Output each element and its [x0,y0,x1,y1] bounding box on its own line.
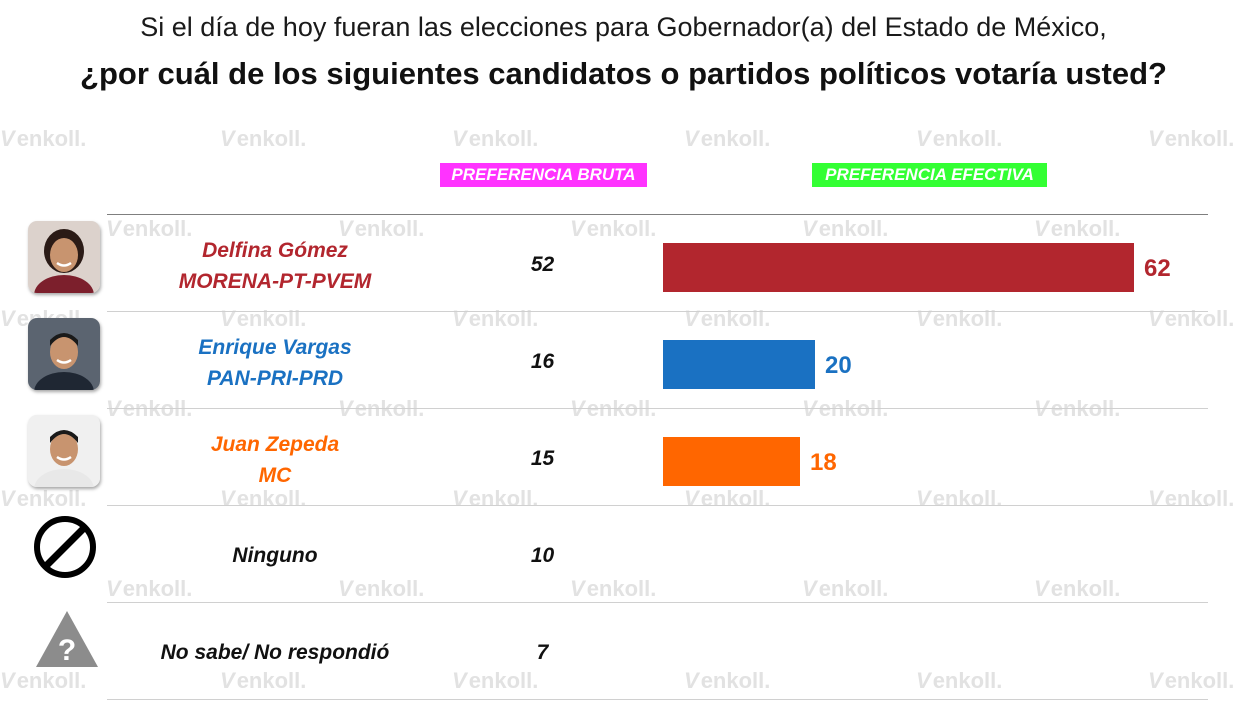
candidate-label: Enrique Vargas PAN-PRI-PRD [110,332,440,394]
watermark-enkoll: Venkoll. [0,126,86,152]
table-row: Ninguno 10 [0,506,1247,603]
row-separator [107,311,1208,312]
candidate-label: Ninguno [110,540,440,571]
enkoll-logo-mark: V [0,126,15,151]
row-separator [107,505,1208,506]
watermark-text: enkoll. [468,126,539,151]
bruta-value: 52 [530,253,555,276]
candidate-name: No sabe/ No respondió [160,641,390,664]
watermark-text: enkoll. [932,126,1003,151]
enkoll-logo-mark: V [916,126,931,151]
watermark-text: enkoll. [1164,126,1235,151]
watermark-text: enkoll. [700,126,771,151]
efectiva-bar [663,437,800,486]
bruta-value: 10 [530,544,555,567]
prohibited-icon [34,516,96,578]
enkoll-logo-mark: V [220,126,235,151]
watermark-enkoll: Venkoll. [684,126,770,152]
table-row: Enrique Vargas PAN-PRI-PRD 16 20 [0,312,1247,409]
table-top-rule [107,214,1208,215]
candidate-name: Enrique Vargas [198,336,352,359]
table-row: ? No sabe/ No respondió 7 [0,603,1247,700]
table-row: Juan Zepeda MC 15 18 [0,409,1247,506]
candidate-name: Delfina Gómez [202,239,348,262]
efectiva-bar [663,340,815,389]
candidate-label: Juan Zepeda MC [110,429,440,491]
enkoll-logo-mark: V [684,126,699,151]
watermark-text: enkoll. [16,126,87,151]
watermark-enkoll: Venkoll. [1148,126,1234,152]
candidate-name: Juan Zepeda [210,433,340,456]
efectiva-value-label: 20 [825,352,852,379]
row-separator [107,699,1208,700]
watermark-enkoll: Venkoll. [916,126,1002,152]
candidate-label: Delfina Gómez MORENA-PT-PVEM [110,235,440,297]
row-separator [107,408,1208,409]
row-separator [107,602,1208,603]
party-name: MORENA-PT-PVEM [178,270,372,293]
watermark-enkoll: Venkoll. [452,126,538,152]
candidate-photo-icon [28,221,100,293]
question-line-2: ¿por cuál de los siguientes candidatos o… [80,56,1167,91]
enkoll-logo-mark: V [452,126,467,151]
header-preferencia-efectiva: PREFERENCIA EFECTIVA [812,163,1047,187]
candidate-photo-icon [28,318,100,390]
table-row: Delfina Gómez MORENA-PT-PVEM 52 62 [0,215,1247,312]
bruta-value: 16 [530,350,555,373]
efectiva-value-label: 18 [810,449,837,476]
header-preferencia-bruta: PREFERENCIA BRUTA [440,163,647,187]
question-warning-icon: ? [36,611,98,667]
efectiva-bar [663,243,1134,292]
party-name: MC [258,464,292,487]
candidate-name: Ninguno [232,544,318,567]
enkoll-logo-mark: V [1148,126,1163,151]
party-name: PAN-PRI-PRD [206,367,344,390]
question-line-1: Si el día de hoy fueran las elecciones p… [140,12,1107,42]
watermark-enkoll: Venkoll. [220,126,306,152]
bruta-value: 7 [536,641,549,664]
svg-text:?: ? [58,634,76,667]
candidate-label: No sabe/ No respondió [110,637,440,668]
efectiva-value-label: 62 [1144,255,1171,282]
candidate-photo-icon [28,415,100,487]
bruta-value: 15 [530,447,555,470]
watermark-text: enkoll. [236,126,307,151]
